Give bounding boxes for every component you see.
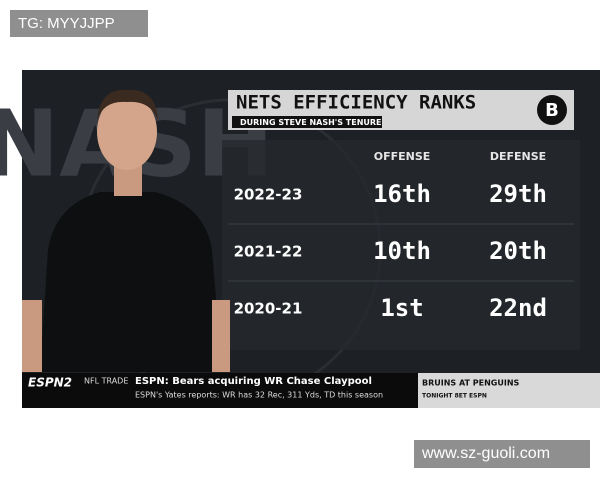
watermark: TG: MYYJJPP — [10, 10, 148, 37]
subtitle-bar — [232, 116, 382, 128]
subtitle: DURING STEVE NASH'S TENURE — [240, 118, 382, 127]
person-hair — [97, 89, 158, 120]
table-panel — [222, 140, 580, 350]
season: 2022-23 — [234, 186, 303, 204]
rank: 20th — [489, 237, 547, 265]
team-logo — [537, 95, 567, 125]
ticker-bar — [22, 373, 600, 408]
tv-background — [22, 70, 600, 408]
background-text: NASH — [0, 90, 274, 197]
promo-title: BRUINS AT PENGUINS — [422, 379, 520, 388]
rank: 10th — [373, 237, 431, 265]
ticker-subline: ESPN's Yates reports: WR has 32 Rec, 311… — [135, 391, 383, 400]
person-arm — [22, 300, 42, 372]
network-logo: ESPN2 — [28, 376, 72, 390]
court-circle — [78, 98, 382, 402]
rank: 1st — [380, 294, 423, 322]
title-panel — [228, 90, 574, 130]
person-shirt — [40, 192, 222, 372]
team-logo-letter: B — [545, 100, 559, 121]
title: NETS EFFICIENCY RANKS — [236, 92, 476, 114]
promo-time: TONIGHT 8ET ESPN — [422, 393, 487, 400]
watermark: www.sz-guoli.com — [414, 440, 590, 468]
promo-box — [418, 373, 600, 408]
person-head — [97, 94, 157, 170]
column-header: DEFENSE — [490, 150, 546, 163]
ticker-label: NFL TRADE — [84, 377, 128, 386]
rank: 29th — [489, 180, 547, 208]
column-header: OFFENSE — [374, 150, 431, 163]
ticker-headline: ESPN: Bears acquiring WR Chase Claypool — [135, 376, 372, 387]
rank: 16th — [373, 180, 431, 208]
ranks-table: OFFENSE DEFENSE 2022-23 16th 29th 2021-22 10th… — [228, 150, 574, 322]
rank: 22nd — [489, 294, 547, 322]
person-arm — [212, 300, 230, 372]
season: 2021-22 — [234, 243, 303, 261]
person-neck — [114, 160, 142, 196]
season: 2020-21 — [234, 300, 303, 318]
